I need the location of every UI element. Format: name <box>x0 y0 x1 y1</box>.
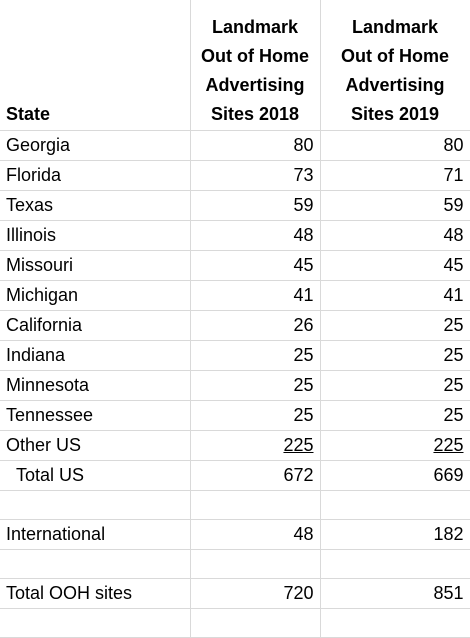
cell-state[interactable]: Indiana <box>0 340 191 371</box>
cell-2019[interactable]: 25 <box>320 310 470 341</box>
cell-2019[interactable]: 25 <box>320 400 470 431</box>
table-row: Minnesota 25 25 <box>0 370 470 401</box>
cell-state[interactable]: Total US <box>0 460 191 491</box>
cell-state[interactable]: Illinois <box>0 220 191 251</box>
cell-2018[interactable]: 73 <box>190 160 321 191</box>
cell-state[interactable]: Georgia <box>0 130 191 161</box>
cell-empty[interactable] <box>320 490 470 520</box>
table-row: Indiana 25 25 <box>0 340 470 371</box>
table-row: Michigan 41 41 <box>0 280 470 311</box>
header-2019-line: Landmark <box>351 16 439 37</box>
cell-2018[interactable]: 48 <box>190 519 321 550</box>
cell-empty[interactable] <box>320 608 470 638</box>
header-sites-2018[interactable]: Landmark Out of Home Advertising Sites 2… <box>190 0 321 131</box>
cell-2019[interactable]: 182 <box>320 519 470 550</box>
table-row: California 26 25 <box>0 310 470 341</box>
cell-2018[interactable]: 25 <box>190 370 321 401</box>
cell-2018[interactable]: 25 <box>190 340 321 371</box>
cell-state[interactable]: Tennessee <box>0 400 191 431</box>
header-2019-line: Out of Home <box>341 45 449 66</box>
cell-empty[interactable] <box>0 549 191 579</box>
cell-state[interactable]: Other US <box>0 430 191 461</box>
header-2018-line: Out of Home <box>201 45 309 66</box>
cell-2019[interactable]: 48 <box>320 220 470 251</box>
empty-row <box>0 549 470 579</box>
cell-empty[interactable] <box>190 549 321 579</box>
cell-2018[interactable]: 41 <box>190 280 321 311</box>
header-state[interactable]: State <box>0 0 191 131</box>
header-2018-line: Landmark <box>211 16 299 37</box>
cell-empty[interactable] <box>190 608 321 638</box>
cell-2019[interactable]: 25 <box>320 340 470 371</box>
header-2019-line: Advertising <box>345 74 445 95</box>
cell-2018[interactable]: 45 <box>190 250 321 281</box>
cell-state[interactable]: International <box>0 519 191 550</box>
cell-2019[interactable]: 25 <box>320 370 470 401</box>
cell-2018[interactable]: 720 <box>190 578 321 609</box>
cell-empty[interactable] <box>0 490 191 520</box>
total-ooh-row: Total OOH sites 720 851 <box>0 578 470 609</box>
table-row: Georgia 80 80 <box>0 130 470 161</box>
cell-state[interactable]: Florida <box>0 160 191 191</box>
total-us-row: Total US 672 669 <box>0 460 470 491</box>
cell-2018[interactable]: 59 <box>190 190 321 221</box>
cell-state[interactable]: Texas <box>0 190 191 221</box>
table-row: Illinois 48 48 <box>0 220 470 251</box>
cell-2019[interactable]: 45 <box>320 250 470 281</box>
header-sites-2019[interactable]: Landmark Out of Home Advertising Sites 2… <box>320 0 470 131</box>
header-2018-line: Sites 2018 <box>210 103 300 124</box>
cell-empty[interactable] <box>0 608 191 638</box>
empty-row <box>0 490 470 520</box>
header-2019-line: Sites 2019 <box>350 103 440 124</box>
cell-state[interactable]: Michigan <box>0 280 191 311</box>
cell-2018-value: 225 <box>283 434 314 455</box>
cell-2019[interactable]: 80 <box>320 130 470 161</box>
table-row: Texas 59 59 <box>0 190 470 221</box>
cell-2018[interactable]: 25 <box>190 400 321 431</box>
cell-2019[interactable]: 41 <box>320 280 470 311</box>
table-row: Other US 225 225 <box>0 430 470 461</box>
cell-state[interactable]: Minnesota <box>0 370 191 401</box>
header-row: State Landmark Out of Home Advertising S… <box>0 0 470 131</box>
cell-state[interactable]: Missouri <box>0 250 191 281</box>
cell-2018[interactable]: 48 <box>190 220 321 251</box>
cell-2019[interactable]: 851 <box>320 578 470 609</box>
cell-state[interactable]: Total OOH sites <box>0 578 191 609</box>
cell-2019[interactable]: 59 <box>320 190 470 221</box>
cell-2019-value: 225 <box>433 434 464 455</box>
cell-2018[interactable]: 80 <box>190 130 321 161</box>
cell-2018[interactable]: 672 <box>190 460 321 491</box>
cell-state[interactable]: California <box>0 310 191 341</box>
table-row: Florida 73 71 <box>0 160 470 191</box>
cell-empty[interactable] <box>320 549 470 579</box>
header-2018-line: Advertising <box>205 74 305 95</box>
table-row: Missouri 45 45 <box>0 250 470 281</box>
table-row: Tennessee 25 25 <box>0 400 470 431</box>
cell-2018[interactable]: 225 <box>190 430 321 461</box>
cell-2019[interactable]: 669 <box>320 460 470 491</box>
empty-row <box>0 608 470 638</box>
cell-2019[interactable]: 71 <box>320 160 470 191</box>
international-row: International 48 182 <box>0 519 470 550</box>
cell-2019[interactable]: 225 <box>320 430 470 461</box>
cell-2018[interactable]: 26 <box>190 310 321 341</box>
cell-empty[interactable] <box>190 490 321 520</box>
